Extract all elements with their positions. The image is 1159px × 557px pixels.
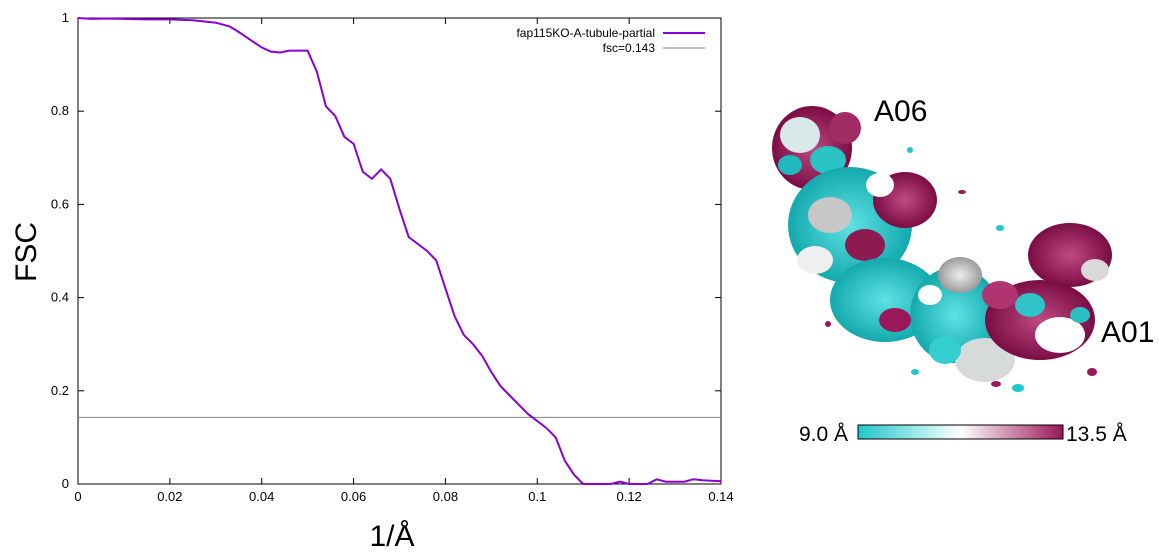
y-axis-title: FSC xyxy=(10,222,43,282)
color-scale-min-label: 9.0 Å xyxy=(799,423,848,446)
x-tick-label: 0.08 xyxy=(433,489,458,504)
color-scale: 9.0 Å 13.5 Å xyxy=(799,423,1127,446)
map-lower-center-lobe xyxy=(830,257,1015,382)
y-ticks: 0 0.2 0.4 0.6 0.8 1 xyxy=(51,10,721,491)
map-label-a01: A01 xyxy=(1101,316,1154,349)
y-tick-label: 0.4 xyxy=(51,290,69,305)
x-tick-label: 0 xyxy=(74,489,81,504)
y-tick-label: 0 xyxy=(62,476,69,491)
color-scale-max-label: 13.5 Å xyxy=(1066,423,1127,446)
y-tick-label: 0.8 xyxy=(51,103,69,118)
y-tick-label: 0.2 xyxy=(51,383,69,398)
legend: fap115KO-A-tubule-partial fsc=0.143 xyxy=(516,26,705,55)
x-ticks: 0 0.02 0.04 0.06 0.08 0.1 0.12 0.14 xyxy=(74,18,734,504)
map-upper-left-lobe xyxy=(772,106,861,190)
x-tick-label: 0.06 xyxy=(341,489,366,504)
density-map-image: A06 A01 9.0 Å 13.5 Å xyxy=(772,95,1154,446)
x-tick-label: 0.04 xyxy=(249,489,274,504)
y-tick-label: 0.6 xyxy=(51,196,69,211)
plot-frame xyxy=(77,17,722,485)
map-fragments xyxy=(825,147,1097,392)
x-tick-label: 0.12 xyxy=(616,489,641,504)
fsc-curve xyxy=(77,17,722,485)
legend-label-threshold: fsc=0.143 xyxy=(603,41,656,55)
map-middle-left-lobe xyxy=(788,167,937,283)
y-tick-label: 1 xyxy=(62,10,69,25)
fsc-chart: 0 0.02 0.04 0.06 0.08 0.1 0.12 0.14 00.20.40.60… xyxy=(10,10,734,553)
map-right-lobe xyxy=(982,223,1112,360)
x-axis-title: 1/Å xyxy=(369,520,414,552)
x-tick-label: 0.1 xyxy=(528,489,546,504)
x-tick-label: 0.14 xyxy=(708,489,733,504)
color-scale-bar xyxy=(857,424,1064,440)
legend-label-curve: fap115KO-A-tubule-partial xyxy=(516,26,655,40)
x-tick-label: 0.02 xyxy=(157,489,182,504)
map-label-a06: A06 xyxy=(874,95,927,128)
